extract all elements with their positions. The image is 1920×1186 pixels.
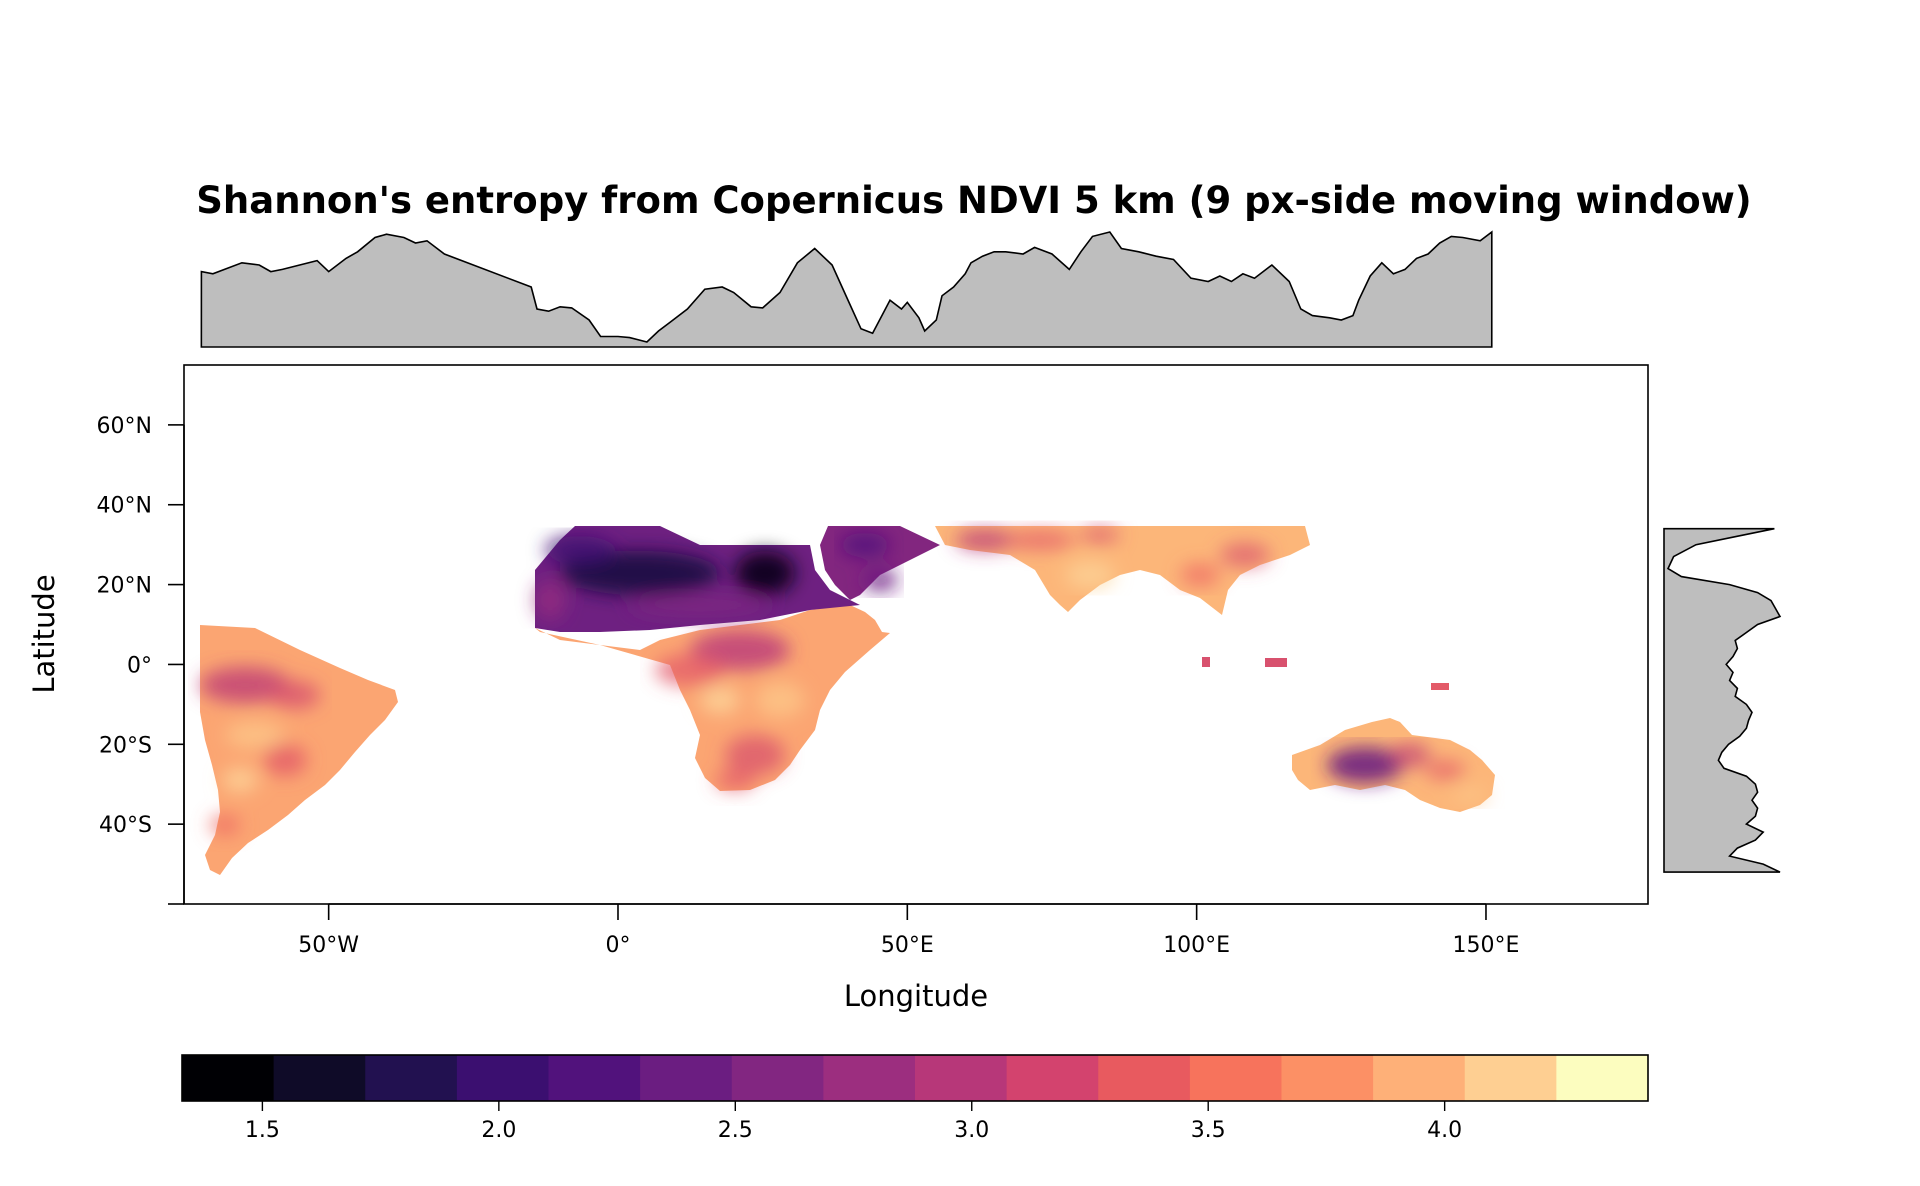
longitude-profile-area: [200, 230, 1493, 348]
island-patch: [1265, 658, 1287, 667]
colorbar-tick-label: 1.5: [245, 1118, 280, 1143]
y-tick-label: 20°N: [97, 574, 152, 599]
colorbar-swatch: [548, 1055, 641, 1101]
entropy-map-area: [200, 526, 1495, 875]
region-africa: [535, 526, 940, 791]
y-axis-label: Latitude: [27, 574, 61, 693]
y-tick-label: 20°S: [99, 733, 152, 758]
colorbar-swatch: [1373, 1055, 1466, 1101]
region-australia: [1292, 718, 1495, 812]
colorbar-swatch: [640, 1055, 733, 1101]
colorbar-swatch: [731, 1055, 824, 1101]
chart-title: Shannon's entropy from Copernicus NDVI 5…: [196, 179, 1751, 222]
colorbar-swatch: [1281, 1055, 1374, 1101]
plot-frame: [183, 364, 1649, 905]
latitude-marginal-profile: [1663, 527, 1782, 873]
colorbar-swatch: [1556, 1055, 1649, 1101]
colorbar-swatch: [915, 1055, 1008, 1101]
colorbar-frame: [181, 1054, 1649, 1102]
x-axis: 50°W 0° 50°E 100°E 150°E: [298, 903, 1520, 958]
y-tick-label: 0°: [127, 653, 152, 678]
y-axis: 60°N 40°N 20°N 0° 20°S 40°S: [97, 414, 185, 905]
colorbar-swatch: [182, 1055, 275, 1101]
colorbar-swatch: [1098, 1055, 1191, 1101]
colorbar-swatch: [1189, 1055, 1283, 1101]
colorbar-swatch: [1464, 1055, 1557, 1101]
colorbar-swatch: [273, 1055, 366, 1101]
y-tick-label: 40°N: [97, 494, 152, 519]
x-axis-label: Longitude: [844, 979, 988, 1013]
island-patch: [1431, 683, 1449, 690]
colorbar-swatch: [823, 1055, 916, 1101]
colorbar-tick-label: 3.5: [1191, 1118, 1226, 1143]
x-tick-label: 50°W: [298, 933, 359, 958]
colorbar-tick-label: 2.0: [481, 1118, 516, 1143]
island-patch: [1202, 657, 1210, 667]
y-tick-label: 40°S: [99, 813, 152, 838]
colorbar-tick-label: 3.0: [954, 1118, 989, 1143]
colorbar-tick-label: 4.0: [1427, 1118, 1462, 1143]
colorbar-swatch: [1006, 1055, 1099, 1101]
x-tick-label: 0°: [605, 933, 630, 958]
colorbar-ticks: 1.5 2.0 2.5 3.0 3.5 4.0: [245, 1101, 1462, 1143]
colorbar: [182, 1055, 1649, 1101]
region-south-america: [200, 625, 398, 875]
colorbar-swatch: [365, 1055, 458, 1101]
colorbar-swatch: [456, 1055, 550, 1101]
colorbar-tick-label: 2.5: [718, 1118, 753, 1143]
longitude-marginal-profile: [200, 230, 1493, 348]
latitude-profile-area: [1663, 527, 1782, 873]
x-tick-label: 150°E: [1453, 933, 1520, 958]
region-asia: [935, 526, 1449, 690]
y-tick-label: 60°N: [97, 414, 152, 439]
x-tick-label: 100°E: [1163, 933, 1230, 958]
x-tick-label: 50°E: [881, 933, 934, 958]
